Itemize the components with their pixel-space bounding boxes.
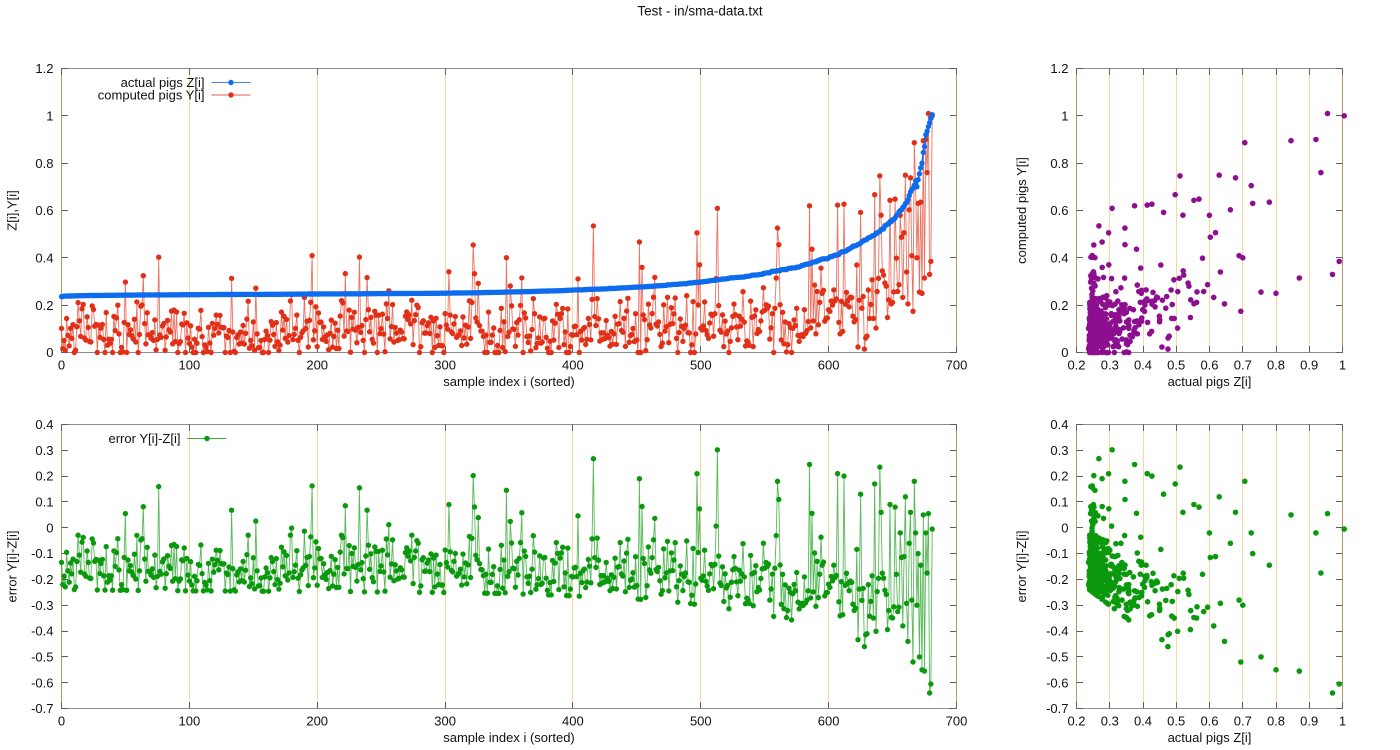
svg-text:0.5: 0.5 [1167, 357, 1185, 372]
svg-text:sample index i (sorted): sample index i (sorted) [443, 730, 575, 745]
svg-text:500: 500 [690, 713, 712, 728]
svg-text:400: 400 [562, 713, 584, 728]
svg-text:-0.5: -0.5 [31, 650, 53, 665]
svg-text:-0.3: -0.3 [31, 598, 53, 613]
svg-text:Z[i],Y[i]: Z[i],Y[i] [5, 190, 20, 230]
svg-text:0.4: 0.4 [1050, 250, 1068, 265]
svg-text:actual pigs Z[i]: actual pigs Z[i] [1168, 374, 1252, 389]
svg-text:0.9: 0.9 [1300, 713, 1318, 728]
svg-text:0.2: 0.2 [1050, 298, 1068, 313]
svg-text:0.4: 0.4 [1050, 417, 1068, 432]
svg-text:600: 600 [818, 713, 840, 728]
svg-text:200: 200 [306, 357, 328, 372]
svg-text:300: 300 [434, 357, 456, 372]
svg-text:400: 400 [562, 357, 584, 372]
svg-text:-0.4: -0.4 [31, 624, 53, 639]
svg-text:0.2: 0.2 [1067, 713, 1085, 728]
svg-text:500: 500 [690, 357, 712, 372]
svg-text:0.4: 0.4 [1134, 357, 1152, 372]
svg-text:700: 700 [946, 357, 968, 372]
svg-text:1.2: 1.2 [1050, 61, 1068, 76]
svg-text:0.6: 0.6 [1050, 203, 1068, 218]
svg-text:0.2: 0.2 [35, 469, 53, 484]
svg-text:0.7: 0.7 [1234, 357, 1252, 372]
svg-text:600: 600 [818, 357, 840, 372]
svg-text:1.2: 1.2 [35, 61, 53, 76]
svg-text:0.1: 0.1 [1050, 495, 1068, 510]
svg-text:0.5: 0.5 [1167, 713, 1185, 728]
svg-text:-0.2: -0.2 [31, 572, 53, 587]
svg-text:0.3: 0.3 [1050, 443, 1068, 458]
svg-text:-0.3: -0.3 [1046, 598, 1068, 613]
svg-text:1: 1 [46, 108, 53, 123]
svg-text:-0.1: -0.1 [31, 546, 53, 561]
svg-text:-0.6: -0.6 [31, 675, 53, 690]
svg-text:error Y[i]-Z[i]: error Y[i]-Z[i] [109, 431, 181, 446]
svg-text:-0.7: -0.7 [1046, 701, 1068, 716]
svg-text:0.3: 0.3 [35, 443, 53, 458]
svg-text:0: 0 [58, 713, 65, 728]
svg-text:1: 1 [1339, 357, 1346, 372]
svg-text:0: 0 [1061, 520, 1068, 535]
svg-text:Test - in/sma-data.txt: Test - in/sma-data.txt [637, 4, 763, 19]
svg-text:0.2: 0.2 [35, 298, 53, 313]
svg-text:0.2: 0.2 [1050, 469, 1068, 484]
svg-text:0.8: 0.8 [1267, 357, 1285, 372]
svg-text:0.6: 0.6 [35, 203, 53, 218]
svg-text:0: 0 [58, 357, 65, 372]
svg-text:0.4: 0.4 [35, 250, 53, 265]
svg-text:-0.5: -0.5 [1046, 650, 1068, 665]
svg-text:1: 1 [1061, 108, 1068, 123]
svg-text:700: 700 [946, 713, 968, 728]
svg-text:100: 100 [179, 713, 201, 728]
svg-text:100: 100 [179, 357, 201, 372]
svg-text:0.8: 0.8 [35, 156, 53, 171]
svg-text:0.2: 0.2 [1067, 357, 1085, 372]
svg-text:0.1: 0.1 [35, 495, 53, 510]
svg-text:0.9: 0.9 [1300, 357, 1318, 372]
svg-text:actual pigs Z[i]: actual pigs Z[i] [1168, 730, 1252, 745]
svg-text:0.7: 0.7 [1234, 713, 1252, 728]
svg-text:-0.4: -0.4 [1046, 624, 1068, 639]
svg-text:0.6: 0.6 [1200, 357, 1218, 372]
svg-text:0.8: 0.8 [1267, 713, 1285, 728]
svg-text:error Y[i]-Z[i]: error Y[i]-Z[i] [1014, 531, 1029, 603]
svg-text:0.8: 0.8 [1050, 156, 1068, 171]
svg-text:-0.7: -0.7 [31, 701, 53, 716]
svg-text:300: 300 [434, 713, 456, 728]
svg-text:computed pigs Y[i]: computed pigs Y[i] [1014, 157, 1029, 264]
svg-text:computed pigs Y[i]: computed pigs Y[i] [98, 88, 205, 103]
svg-text:0.6: 0.6 [1200, 713, 1218, 728]
svg-text:-0.1: -0.1 [1046, 546, 1068, 561]
svg-text:0.4: 0.4 [1134, 713, 1152, 728]
svg-text:0: 0 [1061, 345, 1068, 360]
svg-text:-0.2: -0.2 [1046, 572, 1068, 587]
svg-text:0.4: 0.4 [35, 417, 53, 432]
svg-text:0.3: 0.3 [1101, 357, 1119, 372]
svg-text:200: 200 [306, 713, 328, 728]
svg-text:0: 0 [46, 345, 53, 360]
svg-text:error Y[i]-Z[i]: error Y[i]-Z[i] [5, 531, 20, 603]
svg-text:actual pigs Z[i]: actual pigs Z[i] [121, 75, 205, 90]
svg-text:0: 0 [46, 520, 53, 535]
svg-text:0.3: 0.3 [1101, 713, 1119, 728]
svg-text:sample index i (sorted): sample index i (sorted) [443, 374, 575, 389]
svg-text:1: 1 [1339, 713, 1346, 728]
svg-text:-0.6: -0.6 [1046, 675, 1068, 690]
